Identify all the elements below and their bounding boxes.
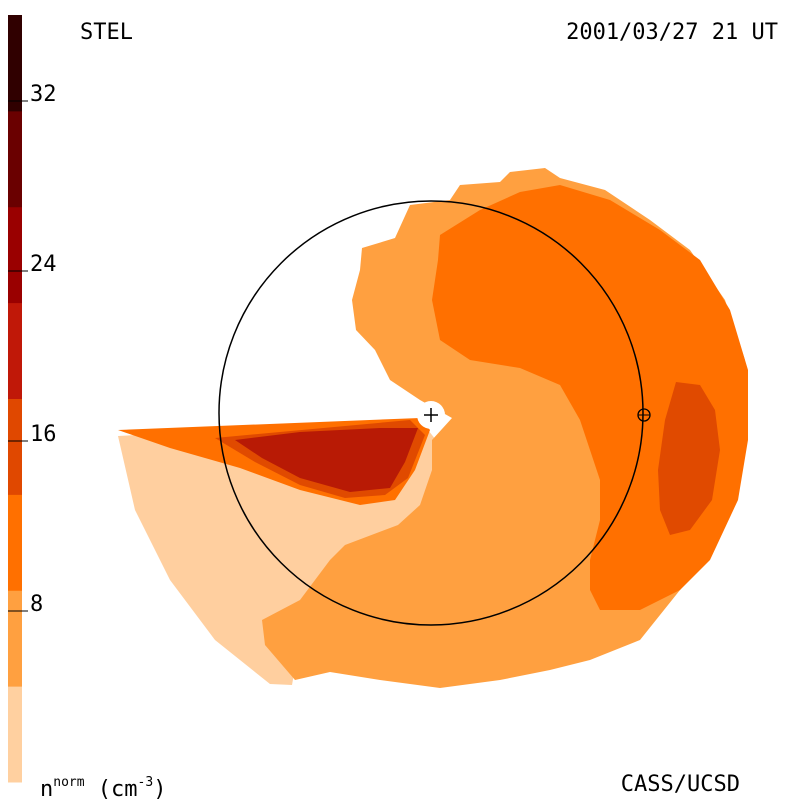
timestamp-label: 2001/03/27 21 UT xyxy=(566,20,778,45)
colorbar-band xyxy=(8,494,22,591)
colorbar xyxy=(8,15,22,783)
observatory-label: STEL xyxy=(80,20,133,45)
units-exponent: -3 xyxy=(137,775,154,790)
colorbar-band xyxy=(8,110,22,208)
colorbar-band xyxy=(8,590,22,687)
colorbar-band xyxy=(8,686,22,783)
units-base: n xyxy=(40,777,54,802)
colorbar-tick-label: 16 xyxy=(30,422,57,447)
colorbar-tick-label: 32 xyxy=(30,82,57,107)
units-rest: (cm xyxy=(84,777,138,802)
colorbar-band xyxy=(8,398,22,495)
density-region-level-5 xyxy=(235,428,418,492)
credit-label: CASS/UCSD xyxy=(620,772,740,797)
colorbar-tick-label: 8 xyxy=(30,592,44,617)
earth-orbit xyxy=(218,200,644,626)
colorbar-tick-label: 24 xyxy=(30,252,57,277)
units-label: nnorm (cm-3) xyxy=(40,772,166,801)
sun-icon xyxy=(417,401,445,429)
earth-icon xyxy=(637,408,651,422)
colorbar-band xyxy=(8,302,22,399)
colorbar-band xyxy=(8,206,22,304)
units-superscript: norm xyxy=(53,775,85,790)
units-close: ) xyxy=(153,777,167,802)
colorbar-ticks xyxy=(8,100,28,612)
colorbar-band xyxy=(8,15,22,112)
